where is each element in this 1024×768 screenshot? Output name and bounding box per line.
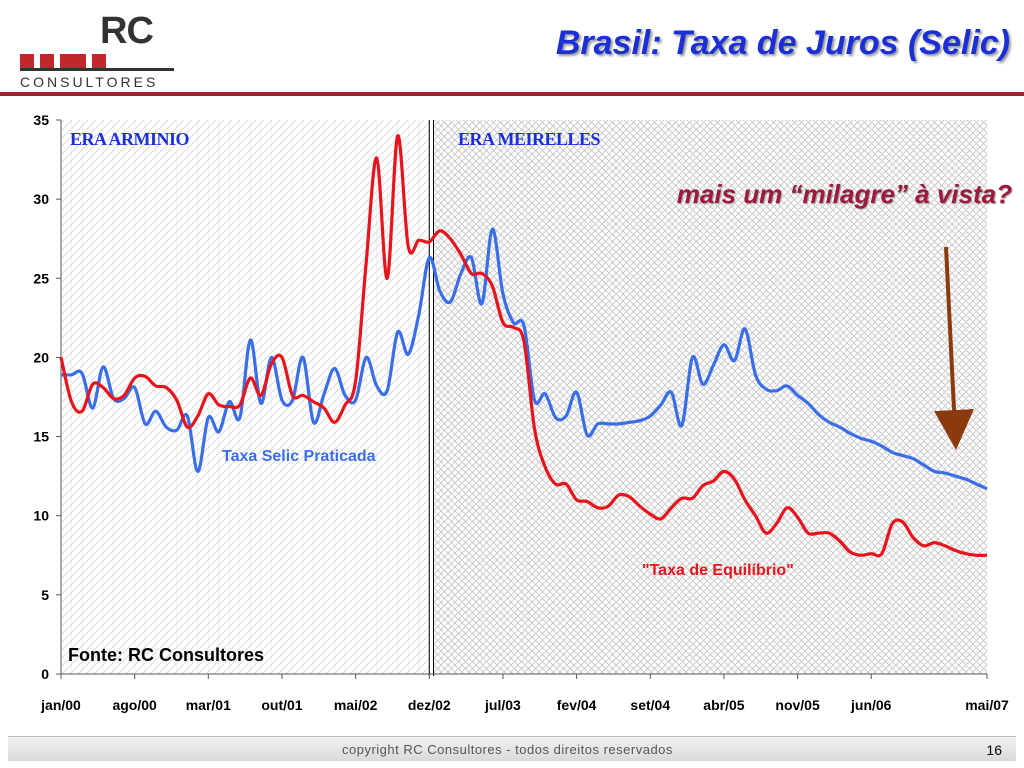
plot-background	[61, 120, 988, 674]
page-number: 16	[986, 742, 1002, 758]
series-line-equilibrio	[59, 134, 988, 558]
equilibrio-series-label: "Taxa de Equilíbrio"	[642, 562, 794, 579]
y-tick-label: 10	[33, 508, 49, 524]
x-tick-label: mai/02	[334, 697, 378, 713]
logo-rc-text: RC	[100, 10, 154, 52]
selic-chart: 0 5 10 15 20 25 30 35 jan/00 ago/00 mar/01 out/01 ma…	[33, 112, 1012, 713]
rc-consultores-logo: RC CONSULTORES	[14, 8, 174, 90]
selic-series-label: Taxa Selic Praticada	[222, 448, 376, 465]
x-tick-label: set/04	[630, 697, 670, 713]
chart-labels: ERA ARMINIO ERA MEIRELLES mais um “milagre…	[68, 129, 1012, 665]
down-arrow-annotation	[934, 246, 974, 450]
page-title: Brasil: Taxa de Juros (Selic)	[555, 24, 1010, 62]
x-tick-label: mai/07	[965, 697, 1009, 713]
source-annotation: Fonte: RC Consultores	[68, 645, 264, 665]
y-tick-label: 25	[33, 270, 49, 286]
y-tick-label: 20	[33, 349, 49, 365]
question-annotation: mais um “milagre” à vista?	[677, 179, 1012, 209]
title-divider	[0, 92, 1024, 96]
x-tick-label: abr/05	[703, 697, 744, 713]
x-tick-label: nov/05	[775, 697, 820, 713]
footer-bar	[8, 736, 1016, 761]
y-tick-label: 5	[41, 587, 49, 603]
y-tick-label: 15	[33, 429, 49, 445]
x-tick-label: jun/06	[850, 697, 892, 713]
x-tick-label: jan/00	[40, 697, 81, 713]
era-arminio-label: ERA ARMINIO	[70, 129, 190, 149]
logo-subtitle: CONSULTORES	[20, 74, 159, 90]
copyright-text: copyright RC Consultores - todos direito…	[342, 742, 673, 757]
x-tick-label: fev/04	[557, 697, 597, 713]
logo-underline	[20, 68, 174, 71]
x-tick-label: mar/01	[186, 697, 231, 713]
logo-red-blocks	[20, 54, 174, 68]
x-tick-label: ago/00	[112, 697, 157, 713]
era-arminio-background	[61, 120, 430, 674]
era-meirelles-background	[433, 120, 988, 674]
y-tick-label: 35	[33, 112, 49, 128]
y-tick-label: 30	[33, 191, 49, 207]
series-group	[59, 134, 988, 558]
x-tick-label: out/01	[261, 697, 302, 713]
era-meirelles-label: ERA MEIRELLES	[458, 129, 601, 149]
y-tick-label: 0	[41, 666, 49, 682]
x-tick-label: jul/03	[484, 697, 521, 713]
x-tick-label: dez/02	[408, 697, 451, 713]
axes: 0 5 10 15 20 25 30 35 jan/00 ago/00 mar/01 out/01 ma…	[33, 112, 1009, 713]
series-line-selic	[60, 227, 988, 491]
